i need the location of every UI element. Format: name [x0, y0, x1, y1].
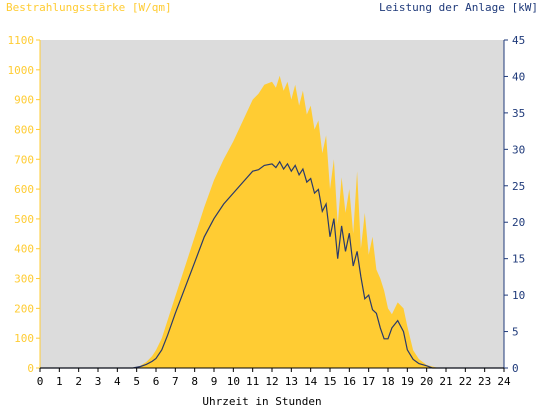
x-tick-label: 22 [459, 375, 472, 388]
x-tick-label: 6 [153, 375, 160, 388]
left-axis-title: Bestrahlungsstärke [W/qm] [6, 1, 172, 14]
left-tick-label: 200 [14, 302, 34, 315]
irradiance-area [40, 75, 504, 369]
left-tick-label: 300 [14, 273, 34, 286]
left-tick-label: 0 [27, 362, 34, 375]
x-tick-label: 14 [304, 375, 318, 388]
right-tick-label: 10 [512, 289, 525, 302]
right-tick-label: 45 [512, 34, 525, 47]
x-tick-label: 23 [478, 375, 491, 388]
right-axis-ticks: 0 5 10 15 20 25 30 35 40 45 [504, 34, 525, 375]
x-tick-label: 17 [362, 375, 375, 388]
x-tick-label: 3 [95, 375, 102, 388]
left-tick-label: 800 [14, 123, 34, 136]
x-tick-label: 4 [114, 375, 121, 388]
left-axis-ticks: 0 100 200 300 400 500 600 700 800 900 1000 1100 [8, 34, 40, 375]
x-tick-label: 7 [172, 375, 179, 388]
x-tick-label: 12 [265, 375, 278, 388]
x-tick-label: 20 [420, 375, 433, 388]
left-tick-label: 100 [14, 332, 34, 345]
x-tick-label: 24 [497, 375, 511, 388]
x-tick-label: 19 [401, 375, 414, 388]
right-tick-label: 20 [512, 216, 525, 229]
x-tick-label: 11 [246, 375, 259, 388]
left-tick-label: 900 [14, 94, 34, 107]
x-tick-label: 21 [439, 375, 452, 388]
left-tick-label: 700 [14, 153, 34, 166]
x-tick-label: 0 [37, 375, 44, 388]
x-tick-label: 13 [285, 375, 298, 388]
right-tick-label: 30 [512, 143, 525, 156]
right-axis-title: Leistung der Anlage [kW] [379, 1, 538, 14]
x-tick-label: 9 [211, 375, 218, 388]
x-tick-label: 15 [323, 375, 336, 388]
left-tick-label: 1100 [8, 34, 35, 47]
power-line [40, 160, 504, 369]
x-tick-label: 8 [191, 375, 198, 388]
right-tick-label: 25 [512, 180, 525, 193]
right-tick-label: 5 [512, 326, 519, 339]
x-tick-label: 10 [227, 375, 240, 388]
right-tick-label: 0 [512, 362, 519, 375]
x-axis-label: Uhrzeit in Stunden [202, 395, 321, 408]
left-tick-label: 400 [14, 243, 34, 256]
right-tick-label: 40 [512, 70, 525, 83]
x-tick-label: 16 [343, 375, 356, 388]
x-tick-label: 2 [75, 375, 82, 388]
left-tick-label: 500 [14, 213, 34, 226]
right-tick-label: 15 [512, 253, 525, 266]
right-tick-label: 35 [512, 107, 525, 120]
x-tick-label: 5 [133, 375, 140, 388]
left-tick-label: 600 [14, 183, 34, 196]
x-axis-ticks: 0 1 2 3 4 5 6 7 8 9 10 11 12 13 14 15 16 17 18 19 20 21 22 23 24 [37, 368, 511, 388]
x-tick-label: 1 [56, 375, 63, 388]
left-tick-label: 1000 [8, 64, 35, 77]
x-tick-label: 18 [381, 375, 394, 388]
